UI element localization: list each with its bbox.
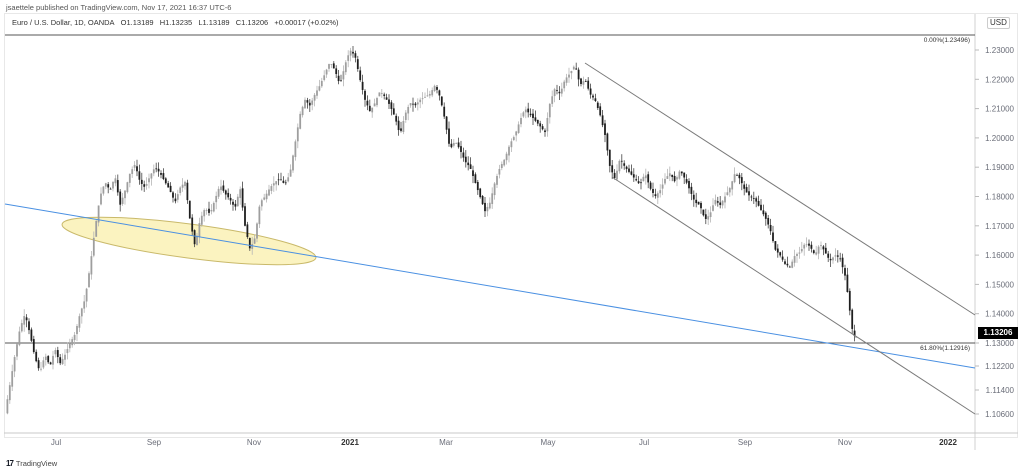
price-tick-label: 1.10600 [985, 410, 1014, 419]
price-axis[interactable]: 1.23000 1.22000 1.21000 1.20000 1.19000 1.180… [975, 46, 1015, 419]
trend-lines[interactable] [4, 62, 976, 415]
price-tick-label: 1.14000 [985, 310, 1014, 319]
fib-618-label: 61.80%(1.12916) [920, 345, 970, 352]
fibonacci-levels[interactable]: 0.00%(1.23496) 61.80%(1.12916) [5, 34, 975, 352]
price-tick-label: 1.17000 [985, 222, 1014, 231]
time-tick-label: May [540, 438, 555, 447]
last-price-label: 1.13206 [978, 327, 1018, 339]
time-tick-label: Mar [439, 438, 453, 447]
price-change: +0.00017 (+0.02%) [274, 18, 339, 27]
time-tick-label: Nov [838, 438, 852, 447]
time-tick-label: Sep [738, 438, 753, 447]
time-tick-label: 2022 [939, 438, 957, 447]
chart-frame [4, 13, 1018, 438]
ohlc-high: H1.13235 [159, 18, 193, 27]
time-tick-label: Sep [147, 438, 162, 447]
symbol-legend: Euro / U.S. Dollar, 1D, OANDA O1.13189 H… [12, 18, 343, 27]
ohlc-open: O1.13189 [120, 18, 154, 27]
time-axis[interactable]: Jul Sep Nov 2021 Mar May Jul Sep Nov 2022 [51, 438, 958, 447]
fib-0-label: 0.00%(1.23496) [924, 37, 970, 44]
symbol-name: Euro / U.S. Dollar, 1D, OANDA [12, 18, 115, 27]
tradingview-logo-icon: 17 [6, 459, 14, 468]
price-tick-label: 1.22000 [985, 75, 1014, 84]
price-tick-label: 1.16000 [985, 251, 1014, 260]
price-tick-label: 1.11400 [986, 386, 1015, 395]
tradingview-brand[interactable]: 17 TradingView [6, 459, 57, 468]
price-tick-label: 1.19000 [985, 163, 1014, 172]
candlestick-series [6, 46, 857, 415]
ohlc-close: C1.13206 [235, 18, 269, 27]
time-tick-label: Nov [247, 438, 261, 447]
price-tick-label: 1.21000 [985, 105, 1014, 114]
ohlc-low: L1.13189 [198, 18, 230, 27]
price-tick-label: 1.12200 [985, 362, 1014, 371]
price-tick-label: 1.15000 [985, 280, 1014, 289]
price-tick-label: 1.23000 [985, 46, 1014, 55]
price-tick-label: 1.20000 [985, 134, 1014, 143]
channel-upper-line[interactable] [584, 62, 976, 316]
time-tick-label: 2021 [341, 438, 359, 447]
published-by-text: jsaettele published on TradingView.com, … [6, 3, 232, 12]
time-tick-label: Jul [51, 438, 61, 447]
time-tick-label: Jul [639, 438, 649, 447]
price-tick-label: 1.13000 [985, 339, 1014, 348]
brand-name: TradingView [15, 459, 58, 468]
blue-trendline[interactable] [4, 203, 976, 369]
currency-badge[interactable]: USD [987, 17, 1010, 29]
price-tick-label: 1.18000 [985, 193, 1014, 202]
channel-lower-line[interactable] [611, 176, 976, 415]
